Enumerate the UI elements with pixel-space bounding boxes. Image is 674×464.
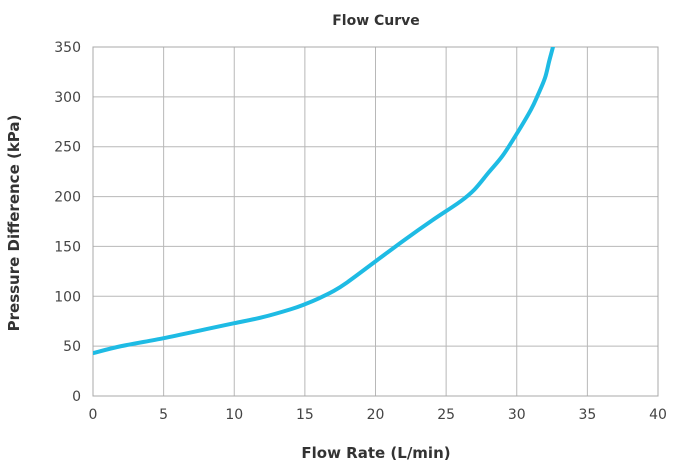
y-tick-label: 200 (54, 190, 81, 206)
x-tick-label: 5 (159, 407, 168, 423)
y-axis-label: Pressure Difference (kPa) (5, 115, 23, 332)
x-tick-label: 40 (649, 407, 667, 423)
y-tick-label: 350 (54, 40, 81, 56)
y-tick-label: 100 (54, 289, 81, 305)
x-axis-label: Flow Rate (L/min) (301, 444, 450, 462)
x-tick-label: 25 (437, 407, 455, 423)
y-tick-label: 0 (72, 389, 81, 405)
y-tick-label: 150 (54, 239, 81, 255)
x-tick-label: 15 (296, 407, 314, 423)
tick-labels: 0 5 10 15 20 25 30 35 40 0 50 100 150 200 250 300 350 (54, 40, 667, 423)
y-tick-label: 250 (54, 140, 81, 156)
y-tick-label: 50 (63, 339, 81, 355)
grid-lines (93, 47, 658, 396)
x-tick-label: 30 (508, 407, 526, 423)
x-tick-label: 35 (578, 407, 596, 423)
flow-curve-line (93, 47, 556, 356)
x-tick-label: 20 (367, 407, 385, 423)
x-tick-label: 10 (225, 407, 243, 423)
plot-frame (92, 46, 659, 397)
chart-title: Flow Curve (332, 13, 420, 29)
y-tick-label: 300 (54, 90, 81, 106)
x-tick-label: 0 (89, 407, 98, 423)
